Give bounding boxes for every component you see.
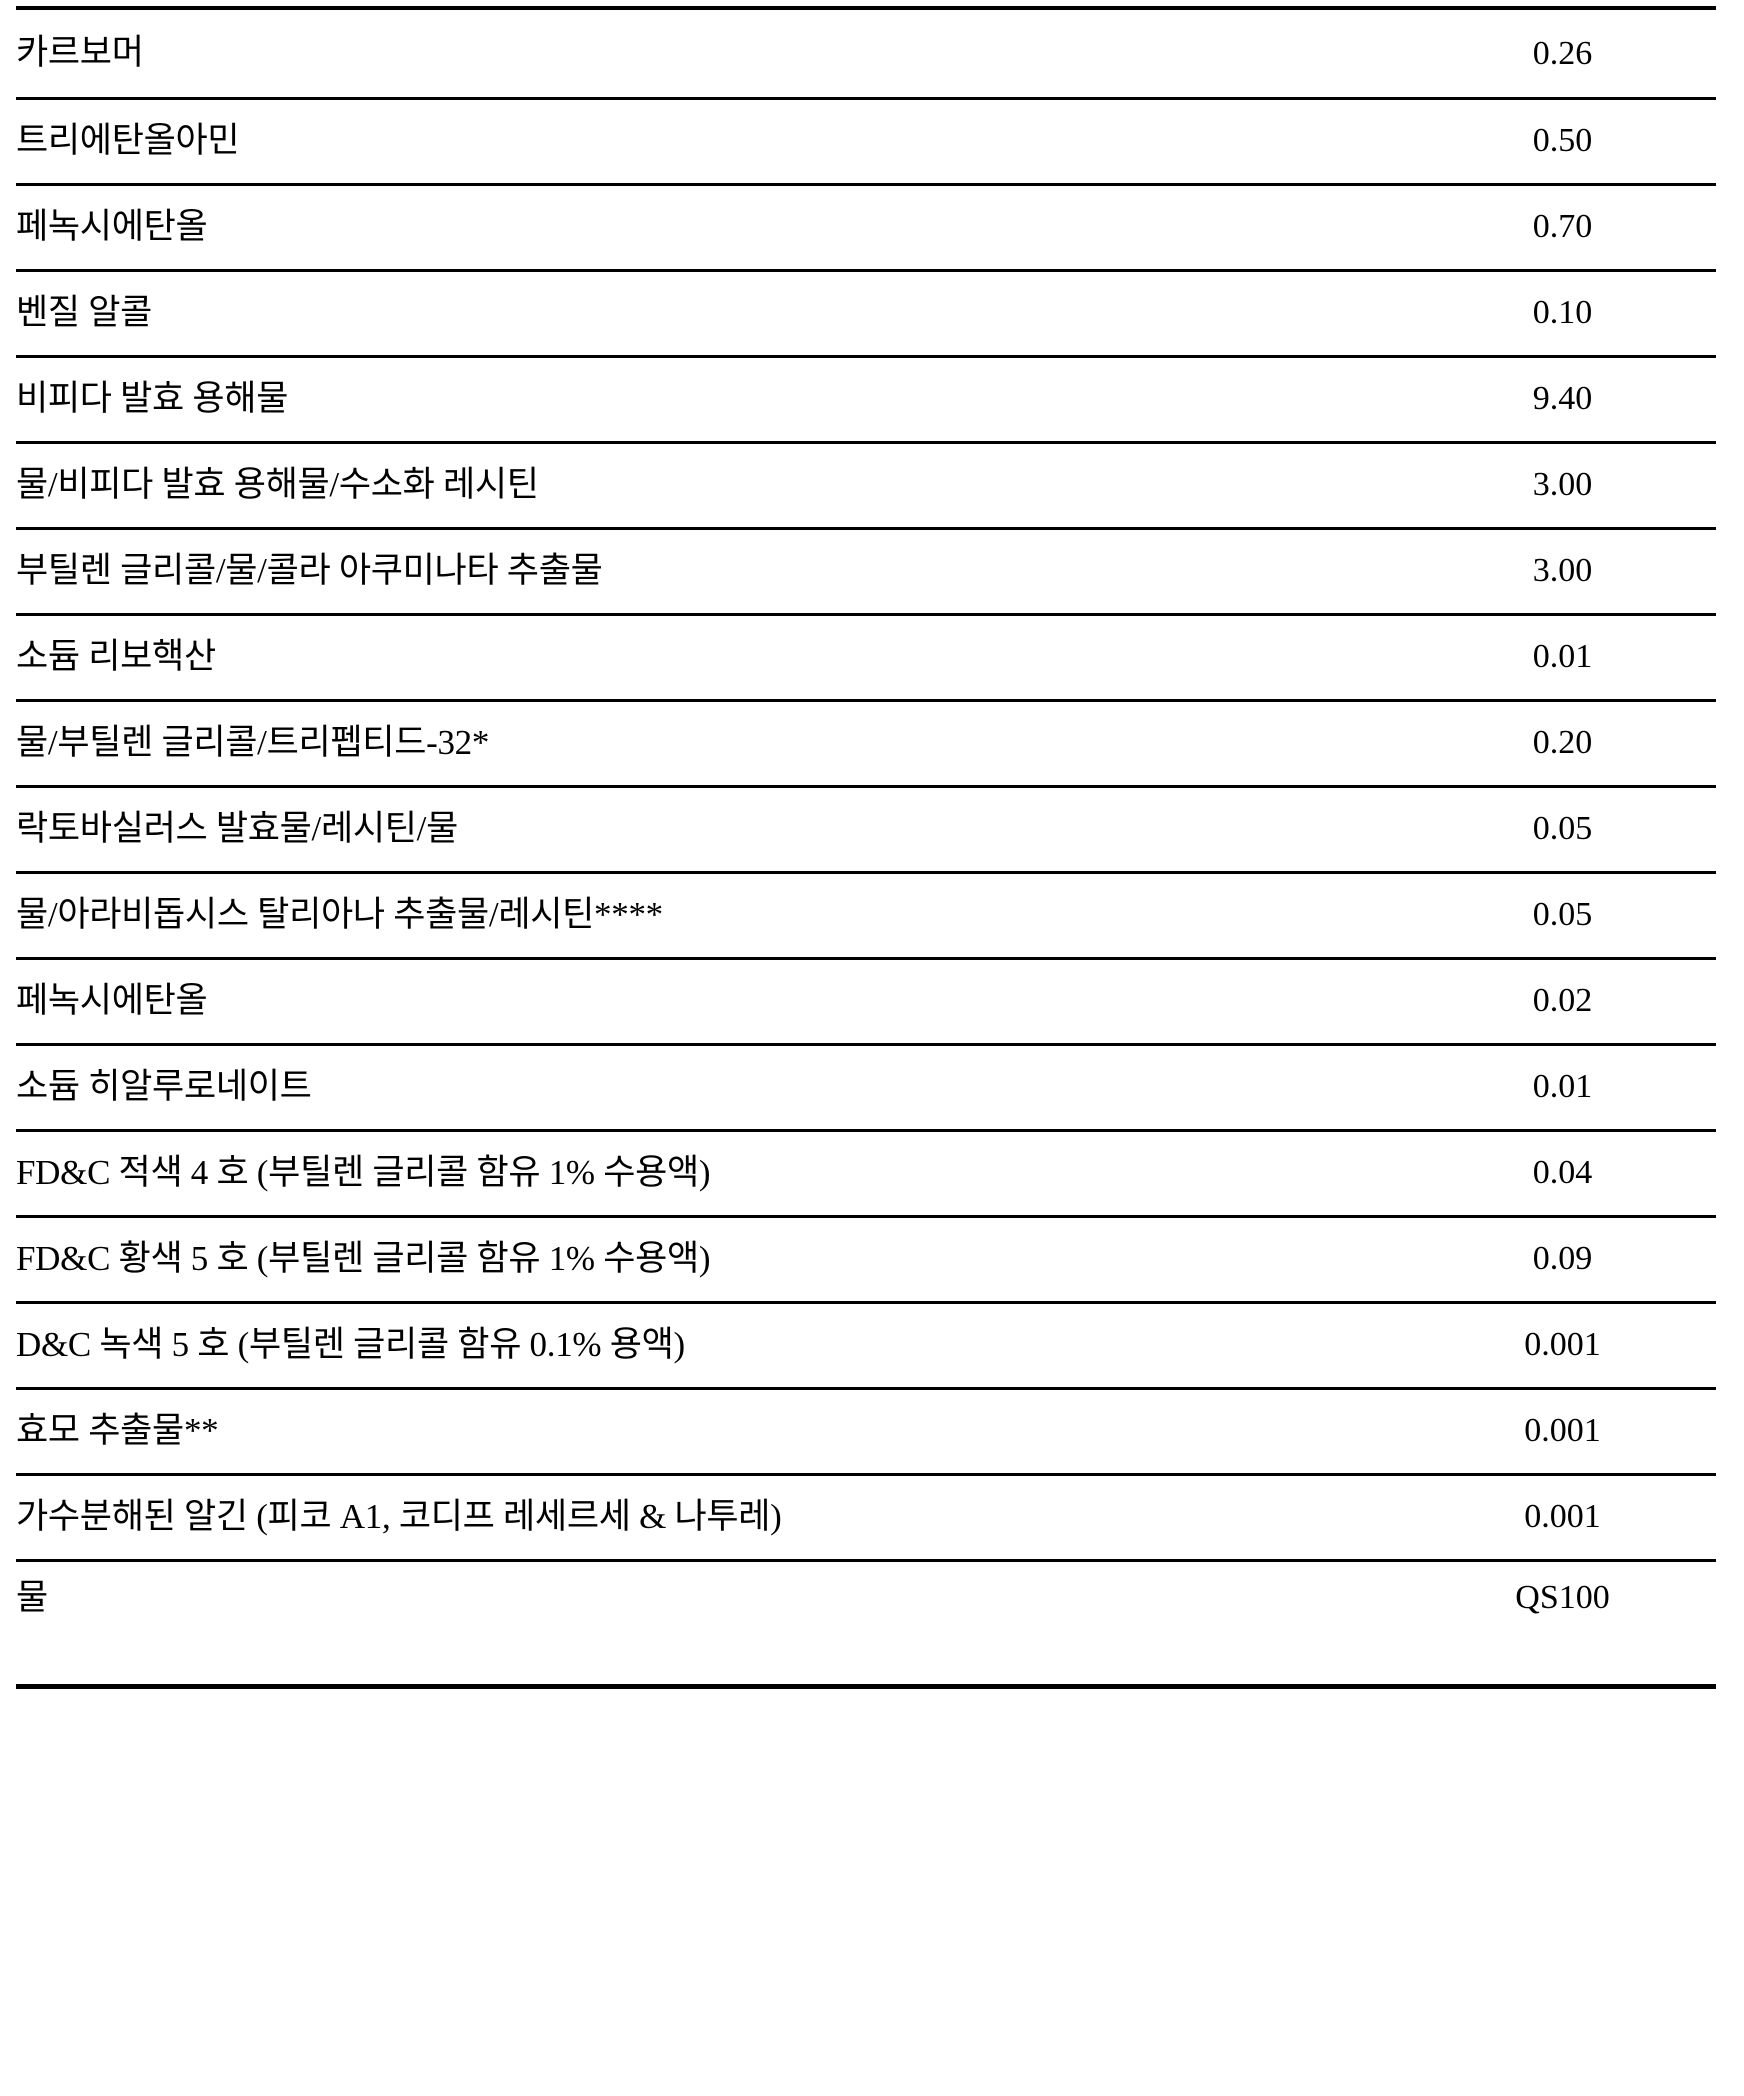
- ingredient-value-cell: 0.10: [1409, 270, 1716, 356]
- table-row: 벤질 알콜 0.10: [16, 270, 1716, 356]
- table-row: 소듐 히알루로네이트 0.01: [16, 1044, 1716, 1130]
- ingredient-value-cell: QS100: [1409, 1560, 1716, 1686]
- ingredient-name-cell: 가수분해된 알긴 (피코 A1, 코디프 레세르세 & 나투레): [16, 1474, 1409, 1560]
- table-row: FD&C 황색 5 호 (부틸렌 글리콜 함유 1% 수용액) 0.09: [16, 1216, 1716, 1302]
- ingredient-name-cell: 페녹시에탄올: [16, 958, 1409, 1044]
- ingredient-value-cell: 0.26: [1409, 8, 1716, 98]
- ingredient-value-cell: 0.001: [1409, 1302, 1716, 1388]
- table-row: 물/비피다 발효 용해물/수소화 레시틴 3.00: [16, 442, 1716, 528]
- ingredient-value-cell: 0.09: [1409, 1216, 1716, 1302]
- table-row: 락토바실러스 발효물/레시틴/물 0.05: [16, 786, 1716, 872]
- ingredient-value-cell: 3.00: [1409, 528, 1716, 614]
- table-row: 효모 추출물** 0.001: [16, 1388, 1716, 1474]
- ingredient-name-cell: 카르보머: [16, 8, 1409, 98]
- ingredient-name-cell: 트리에탄올아민: [16, 98, 1409, 184]
- ingredient-name-cell: 소듐 히알루로네이트: [16, 1044, 1409, 1130]
- ingredient-table-container: 카르보머 0.26 트리에탄올아민 0.50 페녹시에탄올 0.70 벤질 알콜…: [16, 6, 1716, 1689]
- ingredient-name-cell: 물/부틸렌 글리콜/트리펩티드-32*: [16, 700, 1409, 786]
- table-row: D&C 녹색 5 호 (부틸렌 글리콜 함유 0.1% 용액) 0.001: [16, 1302, 1716, 1388]
- ingredient-value-cell: 0.04: [1409, 1130, 1716, 1216]
- table-row: 트리에탄올아민 0.50: [16, 98, 1716, 184]
- document-page: 카르보머 0.26 트리에탄올아민 0.50 페녹시에탄올 0.70 벤질 알콜…: [0, 0, 1744, 2096]
- table-row: 비피다 발효 용해물 9.40: [16, 356, 1716, 442]
- ingredient-name-cell: 페녹시에탄올: [16, 184, 1409, 270]
- table-row: 소듐 리보핵산 0.01: [16, 614, 1716, 700]
- ingredient-name-cell: 물/비피다 발효 용해물/수소화 레시틴: [16, 442, 1409, 528]
- ingredient-value-cell: 0.01: [1409, 1044, 1716, 1130]
- ingredient-name-cell: 벤질 알콜: [16, 270, 1409, 356]
- ingredient-name-cell: FD&C 적색 4 호 (부틸렌 글리콜 함유 1% 수용액): [16, 1130, 1409, 1216]
- table-row: FD&C 적색 4 호 (부틸렌 글리콜 함유 1% 수용액) 0.04: [16, 1130, 1716, 1216]
- ingredient-name-cell: 소듐 리보핵산: [16, 614, 1409, 700]
- table-row: 물/아라비돕시스 탈리아나 추출물/레시틴**** 0.05: [16, 872, 1716, 958]
- table-row: 부틸렌 글리콜/물/콜라 아쿠미나타 추출물 3.00: [16, 528, 1716, 614]
- ingredient-value-cell: 0.05: [1409, 786, 1716, 872]
- ingredient-name-cell: FD&C 황색 5 호 (부틸렌 글리콜 함유 1% 수용액): [16, 1216, 1409, 1302]
- table-row: 물 QS100: [16, 1560, 1716, 1686]
- ingredient-value-cell: 3.00: [1409, 442, 1716, 528]
- ingredient-value-cell: 0.001: [1409, 1388, 1716, 1474]
- ingredient-value-cell: 0.05: [1409, 872, 1716, 958]
- ingredient-name-cell: 물: [16, 1560, 1409, 1686]
- ingredient-value-cell: 9.40: [1409, 356, 1716, 442]
- table-row: 물/부틸렌 글리콜/트리펩티드-32* 0.20: [16, 700, 1716, 786]
- ingredient-name-cell: 물/아라비돕시스 탈리아나 추출물/레시틴****: [16, 872, 1409, 958]
- ingredient-name-cell: D&C 녹색 5 호 (부틸렌 글리콜 함유 0.1% 용액): [16, 1302, 1409, 1388]
- table-row: 페녹시에탄올 0.02: [16, 958, 1716, 1044]
- ingredient-value-cell: 0.70: [1409, 184, 1716, 270]
- ingredient-table: 카르보머 0.26 트리에탄올아민 0.50 페녹시에탄올 0.70 벤질 알콜…: [16, 6, 1716, 1689]
- table-row: 카르보머 0.26: [16, 8, 1716, 98]
- table-row: 가수분해된 알긴 (피코 A1, 코디프 레세르세 & 나투레) 0.001: [16, 1474, 1716, 1560]
- ingredient-value-cell: 0.02: [1409, 958, 1716, 1044]
- ingredient-name-cell: 락토바실러스 발효물/레시틴/물: [16, 786, 1409, 872]
- ingredient-name-cell: 효모 추출물**: [16, 1388, 1409, 1474]
- ingredient-name-cell: 비피다 발효 용해물: [16, 356, 1409, 442]
- ingredient-table-body: 카르보머 0.26 트리에탄올아민 0.50 페녹시에탄올 0.70 벤질 알콜…: [16, 8, 1716, 1686]
- ingredient-name-cell: 부틸렌 글리콜/물/콜라 아쿠미나타 추출물: [16, 528, 1409, 614]
- ingredient-value-cell: 0.20: [1409, 700, 1716, 786]
- ingredient-value-cell: 0.50: [1409, 98, 1716, 184]
- ingredient-value-cell: 0.01: [1409, 614, 1716, 700]
- ingredient-value-cell: 0.001: [1409, 1474, 1716, 1560]
- table-row: 페녹시에탄올 0.70: [16, 184, 1716, 270]
